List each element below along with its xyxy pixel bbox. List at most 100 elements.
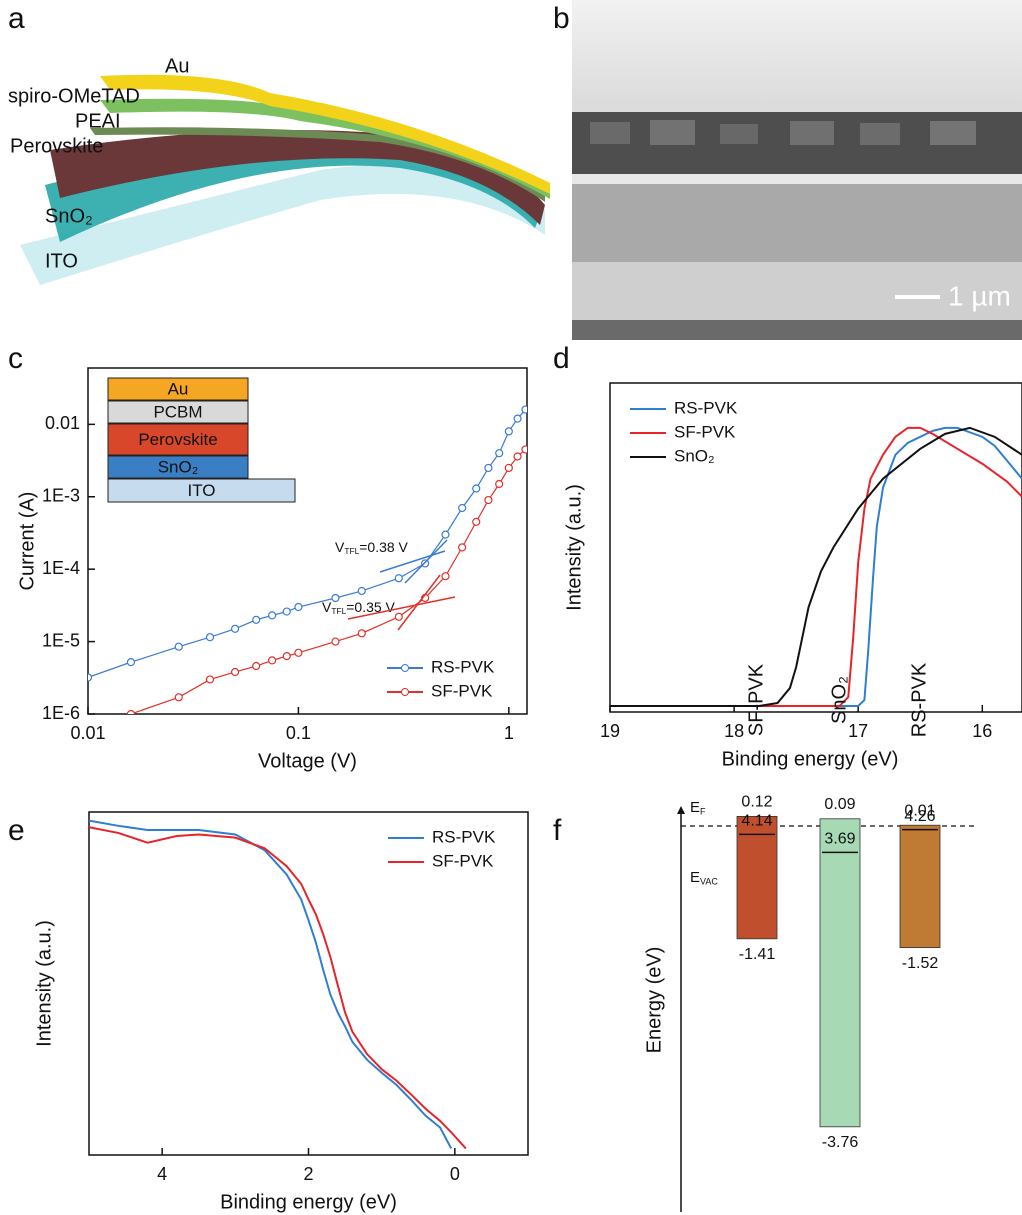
marker <box>252 661 261 671</box>
legend-label: SF-PVK <box>431 681 493 700</box>
category-label: RS-PVK <box>908 662 930 737</box>
schematic: Au spiro-OMeTAD PEAI Perovskite SnO₂ ITO <box>8 55 550 285</box>
marker <box>282 607 291 616</box>
marker <box>394 574 403 583</box>
scale-bar-label: 1 µm <box>948 280 1011 311</box>
legend-label: SF-PVK <box>674 422 736 441</box>
panel-label: a <box>8 2 25 35</box>
fermi-offset-label: 0.01 <box>904 802 935 819</box>
vbm-label: -1.41 <box>739 946 776 963</box>
annotation: EF <box>690 799 706 817</box>
inset-layer-label: Perovskite <box>138 430 217 449</box>
work-function-label: 4.26 <box>904 808 935 825</box>
layer-label: PEAI <box>75 110 121 132</box>
legend-label: RS-PVK <box>431 657 495 676</box>
x-axis-title: Binding energy (eV) <box>722 748 899 770</box>
panel-label: e <box>8 814 25 847</box>
marker <box>441 572 450 581</box>
inset-layer <box>107 400 249 424</box>
marker <box>513 414 522 423</box>
panel-label: c <box>8 342 23 375</box>
annotation-suffix: =0.35 V <box>346 599 395 615</box>
x-tick-label: 19 <box>600 721 620 741</box>
series-line <box>659 426 1022 708</box>
marker <box>504 427 513 436</box>
plot-area <box>88 405 527 714</box>
y-tick-label: 0.01 <box>45 413 80 433</box>
layer-label: ITO <box>45 250 78 272</box>
category-label: SnO₂ <box>828 676 850 724</box>
panel-label: d <box>553 342 570 375</box>
marker <box>268 656 277 665</box>
panel-label: b <box>553 2 570 35</box>
marker <box>357 629 366 638</box>
annotation-subscript: TFL <box>331 606 346 616</box>
x-axis-title: Binding energy (eV) <box>220 1191 397 1213</box>
annotation: EVAC <box>690 869 718 887</box>
legend-marker <box>401 664 409 672</box>
annotation-subscript: F <box>700 807 706 817</box>
legend-label: SF-PVK <box>432 851 494 870</box>
work-function-label: 3.69 <box>824 831 855 848</box>
annotation-subscript: VAC <box>700 877 718 887</box>
inset-layer-label: ITO <box>187 481 215 500</box>
marker <box>394 612 403 621</box>
energy-bar <box>736 816 778 940</box>
y-axis-title: Energy (eV) <box>643 947 665 1054</box>
annotation-main: V <box>335 539 345 555</box>
energy-bar <box>899 824 941 949</box>
series-line <box>89 819 453 1149</box>
series-line <box>659 426 1022 708</box>
x-tick-label: 17 <box>848 721 868 741</box>
layer-label: spiro-OMeTAD <box>8 85 140 107</box>
marker <box>205 633 215 642</box>
marker <box>458 503 467 513</box>
layer-label: Au <box>165 55 189 77</box>
axis-arrow <box>677 806 685 814</box>
energy-bar <box>819 818 861 1128</box>
vbm-label: -3.76 <box>822 1134 859 1151</box>
marker <box>521 405 527 414</box>
marker <box>521 445 527 454</box>
annotation-main: E <box>690 799 700 816</box>
x-tick-label: 0.1 <box>286 723 311 743</box>
marker <box>230 624 240 633</box>
inset-layer-label: SnO₂ <box>158 457 199 476</box>
sem-image: 1 µm <box>572 0 1022 340</box>
legend-label: RS-PVK <box>674 398 738 417</box>
vbm-label: -1.52 <box>902 955 939 972</box>
layer-label: SnO₂ <box>45 205 93 227</box>
inset-layer <box>107 478 296 503</box>
x-tick-label: 1 <box>504 723 514 743</box>
marker <box>88 673 93 682</box>
x-tick-label: 0 <box>450 1164 460 1184</box>
fermi-offset-label: 0.09 <box>824 796 855 813</box>
marker <box>294 602 303 612</box>
annotation-subscript: TFL <box>344 546 359 556</box>
y-tick-label: 1E-5 <box>42 630 80 650</box>
annotation-main: E <box>690 869 700 886</box>
inset-layer-label: PCBM <box>153 402 202 421</box>
inset-layer <box>107 455 249 479</box>
x-tick-label: 4 <box>157 1164 167 1184</box>
marker <box>126 658 136 667</box>
marker <box>282 652 291 661</box>
fit-line <box>379 550 446 573</box>
marker <box>495 449 504 458</box>
series-line <box>89 826 467 1150</box>
fit-line <box>347 596 456 620</box>
marker <box>484 495 493 505</box>
marker <box>205 675 215 684</box>
fermi-offset-label: 0.12 <box>741 794 772 811</box>
y-tick-label: 1E-3 <box>42 486 80 506</box>
plot-frame <box>87 367 528 715</box>
legend-label: SnO₂ <box>674 446 715 465</box>
marker <box>252 615 261 624</box>
fit-line <box>404 539 448 584</box>
x-tick-label: 18 <box>724 721 744 741</box>
x-axis-title: Voltage (V) <box>258 750 357 772</box>
marker <box>357 586 366 596</box>
category-label: SF-PVK <box>745 663 767 736</box>
marker <box>268 611 277 620</box>
